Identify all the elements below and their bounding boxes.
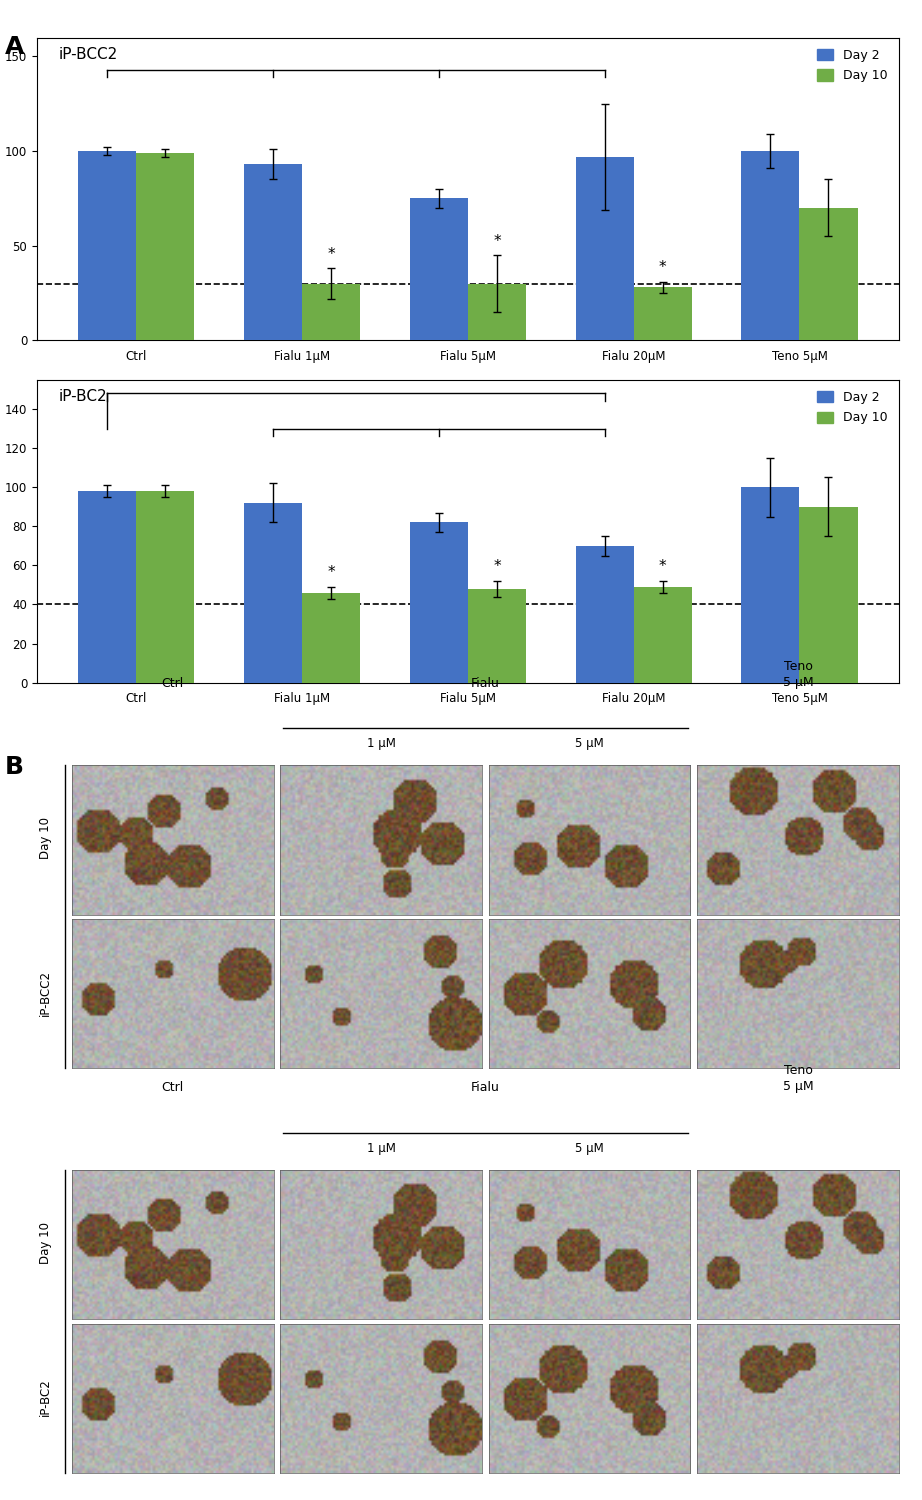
Bar [136,153,195,340]
Text: iP-BC2: iP-BC2 [58,388,107,404]
Bar [302,592,361,682]
Text: iP-BCC2: iP-BCC2 [58,46,118,62]
Text: 1 μM: 1 μM [367,736,396,750]
Text: A: A [5,34,24,58]
Text: Teno
5 μM: Teno 5 μM [783,660,813,688]
Bar [633,586,692,682]
Text: 1 μM: 1 μM [367,1142,396,1155]
Bar [78,152,136,340]
Text: *: * [327,248,335,262]
Text: 5 μM: 5 μM [575,736,604,750]
Text: Day 10: Day 10 [39,818,52,860]
Bar [410,522,467,682]
Text: *: * [327,566,335,580]
Text: iP-BC2: iP-BC2 [39,1378,52,1416]
Bar [741,488,799,682]
Bar [302,284,361,340]
Bar [136,490,195,682]
Legend: Day 2, Day 10: Day 2, Day 10 [812,386,892,429]
Bar [244,165,302,340]
Text: *: * [493,560,501,574]
Text: *: * [493,234,501,249]
Bar [741,152,799,340]
Text: Fialu: Fialu [471,1082,500,1095]
Text: Fialu: Fialu [471,676,500,690]
Text: Teno
5 μM: Teno 5 μM [783,1065,813,1094]
Bar [633,288,692,340]
Bar [467,284,526,340]
Legend: Day 2, Day 10: Day 2, Day 10 [812,44,892,87]
Bar [575,546,633,682]
Text: 5 μM: 5 μM [575,1142,604,1155]
Bar [575,158,633,340]
Bar [799,209,857,340]
Text: B: B [5,754,24,778]
Bar [244,503,302,682]
Text: *: * [659,560,667,574]
Text: Ctrl: Ctrl [161,1082,183,1095]
Bar [78,490,136,682]
Text: Ctrl: Ctrl [161,676,183,690]
Bar [467,590,526,682]
Bar [410,198,467,340]
Text: iP-BCC2: iP-BCC2 [39,969,52,1016]
Text: *: * [659,260,667,274]
Bar [799,507,857,682]
Text: Day 10: Day 10 [39,1221,52,1263]
